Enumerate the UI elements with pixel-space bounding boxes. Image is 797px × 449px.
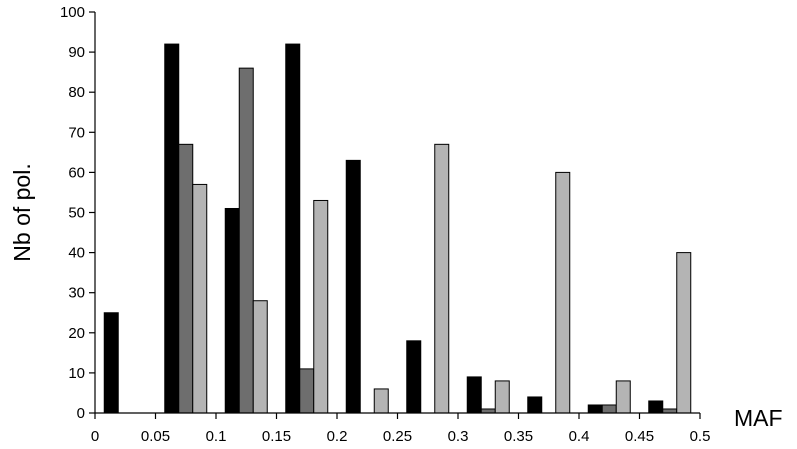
x-tick-label: 0 [91, 428, 99, 445]
bar-series2-bin2 [178, 143, 194, 414]
bar-series1-bin5 [345, 159, 361, 414]
bar-series3-bin9 [615, 380, 631, 414]
y-axis-title: Nb of pol. [9, 163, 35, 261]
bar-series2-bin10 [662, 408, 678, 414]
y-tick-label: 60 [68, 164, 85, 181]
y-ticks-group: 0 10 20 30 40 50 60 70 80 90 100 [60, 4, 95, 422]
x-ticks-group: 0 0.05 0.1 0.15 0.2 0.25 0.3 0.35 0.4 0.45 0.5 [91, 413, 711, 445]
y-tick-label: 90 [68, 44, 85, 61]
x-tick-label: 0.3 [448, 428, 469, 445]
bar-series3-bin5 [373, 388, 389, 414]
y-tick-label: 10 [68, 365, 85, 382]
bars-group [103, 43, 692, 414]
x-tick-label: 0.1 [206, 428, 227, 445]
bar-series2-bin9 [601, 404, 617, 414]
bar-series1-bin9 [587, 404, 603, 414]
bar-series2-bin4 [299, 368, 315, 414]
x-tick-label: 0.45 [625, 428, 654, 445]
x-tick-label: 0.2 [327, 428, 348, 445]
bar-series2-bin7 [480, 408, 496, 414]
bar-series3-bin3 [252, 300, 268, 414]
x-axis-title: MAF [734, 405, 783, 431]
y-tick-label: 20 [68, 325, 85, 342]
bar-series3-bin4 [313, 199, 329, 414]
x-tick-label: 0.5 [690, 428, 711, 445]
bar-series1-bin7 [466, 376, 482, 414]
x-tick-label: 0.05 [141, 428, 170, 445]
bar-series1-bin8 [527, 396, 543, 414]
bar-series1-bin3 [224, 207, 240, 414]
y-tick-label: 80 [68, 84, 85, 101]
y-tick-label: 100 [60, 4, 85, 21]
bar-series1-bin2 [164, 43, 180, 414]
bar-series1-bin10 [648, 400, 664, 414]
y-tick-label: 40 [68, 245, 85, 262]
x-tick-label: 0.4 [569, 428, 590, 445]
bar-series1-bin1 [103, 312, 119, 414]
bar-series3-bin10 [676, 252, 692, 414]
bar-series1-bin6 [406, 340, 422, 414]
x-tick-label: 0.15 [262, 428, 291, 445]
x-tick-label: 0.25 [383, 428, 412, 445]
y-tick-label: 70 [68, 124, 85, 141]
bar-series3-bin8 [555, 171, 571, 414]
x-tick-label: 0.35 [504, 428, 533, 445]
bar-series3-bin6 [434, 143, 450, 414]
bar-series2-bin3 [238, 67, 254, 414]
y-tick-label: 0 [77, 405, 85, 422]
bar-series3-bin7 [494, 380, 510, 414]
bar-series1-bin4 [285, 43, 301, 414]
y-tick-label: 50 [68, 205, 85, 222]
y-tick-label: 30 [68, 285, 85, 302]
bar-series3-bin2 [192, 183, 208, 414]
